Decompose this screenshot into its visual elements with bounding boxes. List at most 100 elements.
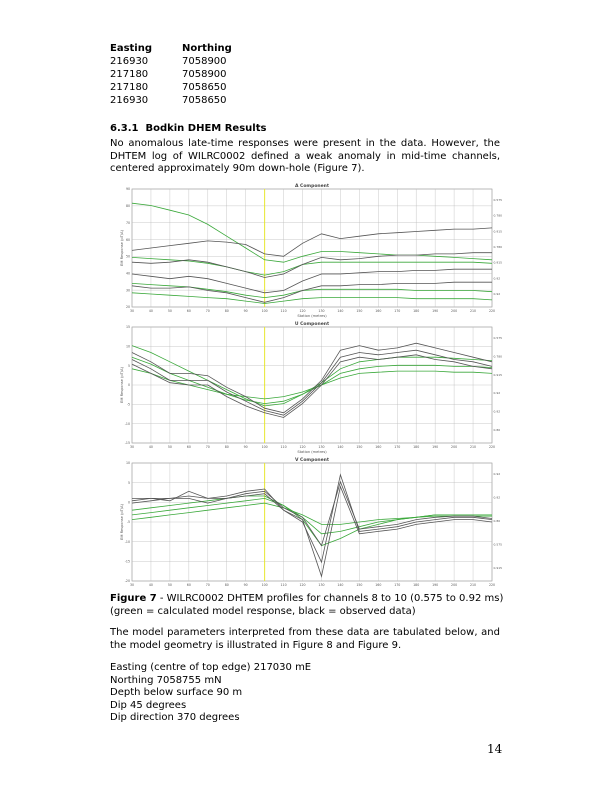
model-response-curve <box>131 502 492 525</box>
plot-frame <box>131 188 493 308</box>
y-tick-label: 30 <box>126 288 130 292</box>
channel-end-label: 0.915 <box>494 229 503 233</box>
x-tick-label: 170 <box>394 445 400 449</box>
page-number: 14 <box>487 742 503 756</box>
channel-end-label: 0.780 <box>494 245 503 249</box>
x-axis-label: Station (metres) <box>297 314 327 318</box>
y-axis-label: EM Response (pT/A) <box>120 503 124 539</box>
x-tick-label: 60 <box>187 445 191 449</box>
x-tick-label: 80 <box>225 445 229 449</box>
y-tick-label: -20 <box>125 579 130 583</box>
model-response-curve <box>131 257 493 276</box>
model-parameters-list: Easting (centre of top edge) 217030 mE N… <box>110 662 311 725</box>
table-row: 217180 7058900 <box>110 68 232 81</box>
channel-end-label: 0.915 <box>494 261 503 265</box>
x-tick-label: 40 <box>149 445 153 449</box>
observed-data-curve <box>131 342 493 414</box>
x-tick-label: 160 <box>375 309 381 313</box>
x-tick-label: 50 <box>168 583 172 587</box>
panel-title: V Component <box>295 457 330 463</box>
x-tick-label: 220 <box>489 583 495 587</box>
easting-cell: 216930 <box>110 95 149 106</box>
x-tick-label: 200 <box>451 445 457 449</box>
x-tick-label: 160 <box>375 583 381 587</box>
x-tick-label: 160 <box>375 445 381 449</box>
channel-end-label: 0.575 <box>494 543 503 547</box>
y-tick-label: 60 <box>126 238 130 242</box>
y-tick-label: 90 <box>126 187 130 191</box>
observed-data-curve <box>131 252 492 278</box>
northing-cell: 7058650 <box>182 82 227 93</box>
x-tick-label: 190 <box>432 309 438 313</box>
x-tick-label: 200 <box>451 583 457 587</box>
figure-caption: Figure 7 - WILRC0002 DHTEM profiles for … <box>110 593 505 618</box>
x-tick-label: 220 <box>489 445 495 449</box>
observed-data-curve <box>131 349 493 416</box>
easting-cell: 217180 <box>110 82 149 93</box>
y-tick-label: -15 <box>125 441 130 445</box>
x-tick-label: 210 <box>470 309 476 313</box>
y-tick-label: 0 <box>128 383 130 387</box>
x-tick-label: 40 <box>149 583 153 587</box>
y-tick-label: 10 <box>126 345 130 349</box>
observed-data-curve <box>131 227 493 257</box>
channel-end-label: 0.80 <box>494 519 501 523</box>
coordinates-table: Easting Northing 216930 7058900 217180 7… <box>110 42 232 107</box>
x-tick-label: 50 <box>168 309 172 313</box>
parameter-line: Depth below surface 90 m <box>110 687 243 698</box>
x-tick-label: 130 <box>318 445 324 449</box>
x-tick-label: 170 <box>394 309 400 313</box>
model-response-curve <box>131 368 493 400</box>
channel-end-label: 0.92 <box>494 496 501 500</box>
x-tick-label: 220 <box>489 309 495 313</box>
caption-text: - WILRC0002 DHTEM profiles for channels … <box>110 593 504 617</box>
y-tick-label: 80 <box>126 204 130 208</box>
y-tick-label: -5 <box>127 403 130 407</box>
x-tick-label: 120 <box>299 583 305 587</box>
x-tick-label: 140 <box>337 445 343 449</box>
y-tick-label: 15 <box>126 325 130 329</box>
x-tick-label: 120 <box>299 309 305 313</box>
x-tick-label: 90 <box>244 583 248 587</box>
x-tick-label: 150 <box>356 309 362 313</box>
y-tick-label: -10 <box>125 422 130 426</box>
y-tick-label: 70 <box>126 221 130 225</box>
y-axis-label: EM Response (pT/A) <box>120 229 124 265</box>
panel-title: A Component <box>295 183 330 189</box>
y-tick-label: 40 <box>126 271 130 275</box>
caption-label: Figure 7 <box>110 593 157 604</box>
model-paragraph: The model parameters interpreted from th… <box>110 627 500 651</box>
x-tick-label: 60 <box>187 309 191 313</box>
x-tick-label: 100 <box>262 583 268 587</box>
y-tick-label: 50 <box>126 255 130 259</box>
x-tick-label: 190 <box>432 583 438 587</box>
x-tick-label: 60 <box>187 583 191 587</box>
y-tick-label: 0 <box>128 501 130 505</box>
x-tick-label: 110 <box>281 583 287 587</box>
x-tick-label: 80 <box>225 583 229 587</box>
parameter-line: Dip direction 370 degrees <box>110 712 240 723</box>
channel-end-label: 0.92 <box>494 391 501 395</box>
x-tick-label: 100 <box>262 445 268 449</box>
x-tick-label: 200 <box>451 309 457 313</box>
x-tick-label: 90 <box>244 309 248 313</box>
y-tick-label: 10 <box>126 461 130 465</box>
easting-header: Easting <box>110 43 153 54</box>
channel-end-label: 0.92 <box>494 472 501 476</box>
channel-end-label: 0.575 <box>494 336 503 340</box>
y-tick-label: 20 <box>126 305 130 309</box>
table-row: 217180 7058650 <box>110 81 232 94</box>
observed-data-curve <box>132 480 493 547</box>
observed-data-curve <box>131 354 493 418</box>
model-response-curve <box>131 292 493 304</box>
x-tick-label: 30 <box>130 309 134 313</box>
northing-header: Northing <box>182 43 232 54</box>
channel-end-label: 0.92 <box>494 410 501 414</box>
y-tick-label: 5 <box>128 364 130 368</box>
y-tick-label: -5 <box>127 520 130 524</box>
x-axis-label: Station (metres) <box>297 450 327 454</box>
table-row: 216930 7058900 <box>110 55 232 68</box>
y-axis-label: EM Response (pT/A) <box>120 366 124 402</box>
channel-end-label: 0.80 <box>494 428 501 432</box>
x-tick-label: 210 <box>470 583 476 587</box>
